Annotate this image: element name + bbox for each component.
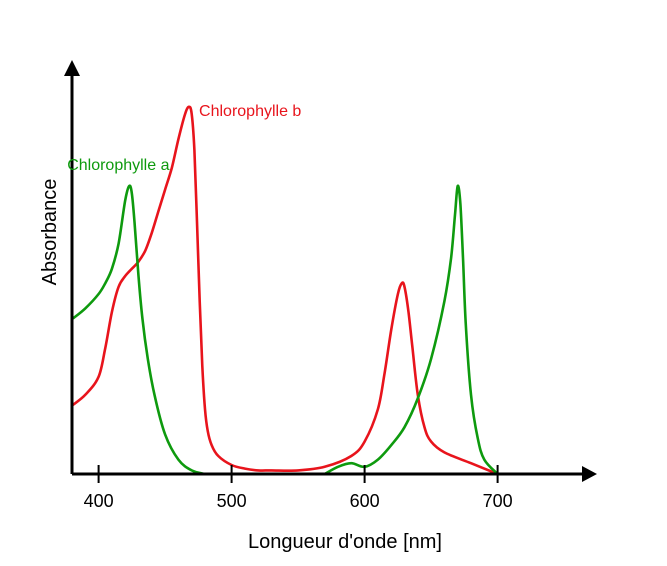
x-ticks: 400 500 600 700 [84,465,513,511]
y-axis-arrowhead [64,60,80,76]
series-line-chlorophylle-a-0 [71,184,206,476]
x-axis-arrowhead [582,466,597,482]
x-tick-label-700: 700 [483,491,513,511]
series-label-chlorophylle-a: Chlorophylle a [67,157,169,174]
x-tick-label-500: 500 [217,491,247,511]
series-line-chlorophylle-a-1 [324,184,499,476]
series-labels: Chlorophylle b Chlorophylle a [67,103,301,174]
series-label-chlorophylle-b: Chlorophylle b [199,103,301,120]
plot-area [71,105,499,476]
x-tick-label-400: 400 [84,491,114,511]
x-axis-label: Longueur d'onde [nm] [248,531,442,553]
y-axis-label: Absorbance [39,179,61,286]
x-tick-label-600: 600 [350,491,380,511]
